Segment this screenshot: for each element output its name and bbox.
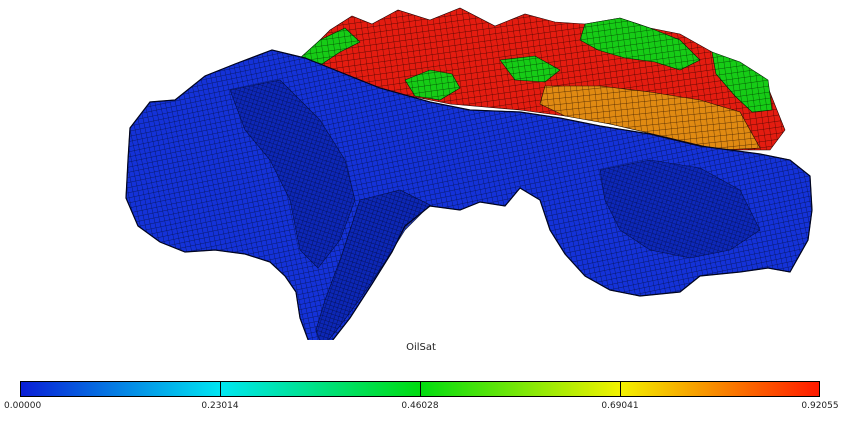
- top-surface-green-center: [404, 69, 461, 101]
- top-surface-green-far-right: [711, 51, 773, 113]
- color-scale-label: 0.46028: [401, 401, 439, 411]
- top-surface-orange: [539, 85, 761, 151]
- color-scale-label: 0.69041: [601, 401, 639, 411]
- color-scale-tick: [220, 382, 221, 396]
- color-scale-label: 0.23014: [201, 401, 239, 411]
- color-scale-bar: [20, 381, 820, 397]
- top-surface-green-right: [579, 17, 701, 71]
- reservoir-fold-right: [599, 159, 761, 259]
- reservoir-outline: [125, 49, 813, 340]
- reservoir-trough: [315, 189, 431, 340]
- top-surface-green-left: [299, 27, 361, 65]
- reservoir-fold-left: [229, 79, 356, 269]
- reservoir-3d-viewport[interactable]: [0, 0, 845, 340]
- field-name-label: OilSat: [406, 342, 436, 353]
- top-surface-green-mid: [499, 55, 561, 83]
- color-scale-tick: [420, 382, 421, 396]
- color-scale-tick: [620, 382, 621, 396]
- color-scale-label: 0.00000: [4, 401, 42, 411]
- color-scale-label: 0.92055: [801, 401, 839, 411]
